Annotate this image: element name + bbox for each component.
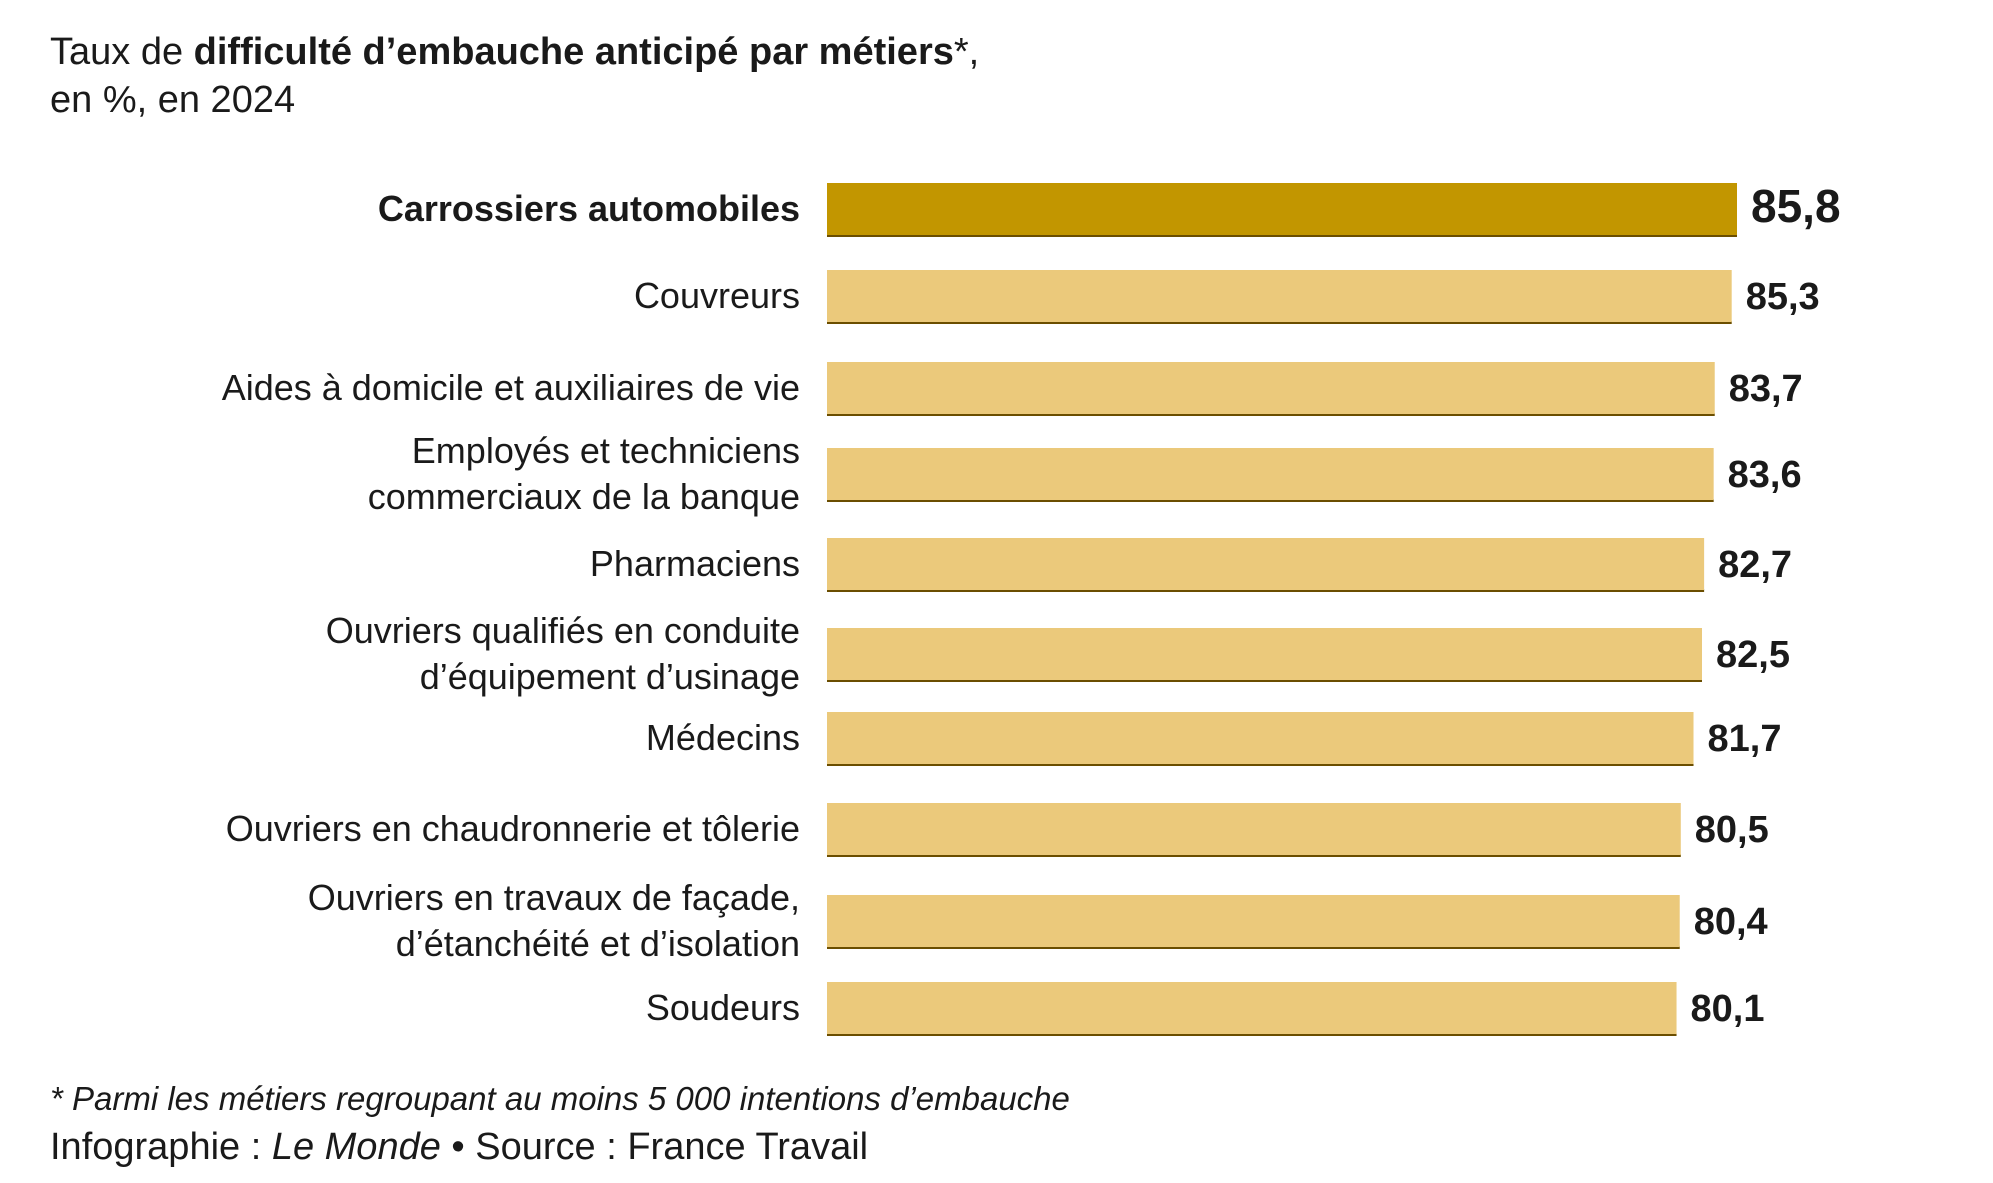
category-label: Pharmaciens	[590, 543, 800, 584]
bar-underline	[827, 589, 1705, 592]
credit-separator: •	[440, 1126, 476, 1168]
bar	[827, 448, 1714, 500]
bar-underline	[827, 321, 1732, 324]
title-suffix: *,	[953, 31, 980, 73]
footnote: * Parmi les métiers regroupant au moins …	[50, 1080, 1070, 1117]
bar	[827, 982, 1677, 1034]
category-label: Employés et techniciens	[412, 430, 800, 471]
category-label: Médecins	[646, 717, 800, 758]
bar	[827, 803, 1681, 855]
bar-underline	[827, 1033, 1677, 1036]
category-label: Soudeurs	[646, 987, 800, 1028]
category-label: Couvreurs	[634, 275, 800, 316]
value-label: 80,4	[1694, 901, 1768, 943]
category-label: Aides à domicile et auxiliaires de vie	[222, 367, 800, 408]
bar	[827, 362, 1715, 414]
credit-prefix: Infographie :	[50, 1126, 272, 1168]
bar-underline	[827, 854, 1681, 857]
value-label: 83,6	[1728, 454, 1802, 496]
category-label: Ouvriers en travaux de façade,	[308, 877, 800, 918]
title-bold: difficulté d’embauche anticipé par métie…	[193, 31, 954, 73]
bar-underline	[827, 679, 1702, 682]
category-label: Ouvriers qualifiés en conduite	[326, 610, 800, 651]
chart-title: Taux de difficulté d’embauche anticipé p…	[50, 28, 979, 76]
credit-source: Source : France Travail	[475, 1126, 869, 1168]
bar-underline	[827, 413, 1715, 416]
value-label: 80,1	[1691, 988, 1765, 1030]
bar	[827, 270, 1732, 322]
value-label: 80,5	[1695, 809, 1769, 851]
credit-line: Infographie : Le Monde • Source : France…	[50, 1126, 868, 1169]
category-label: Ouvriers en chaudronnerie et tôlerie	[226, 808, 800, 849]
chart-subtitle: en %, en 2024	[50, 79, 296, 121]
value-label: 81,7	[1708, 718, 1782, 760]
value-label: 85,3	[1746, 276, 1820, 318]
bar-underline	[827, 499, 1714, 502]
value-label: 85,8	[1751, 180, 1841, 232]
title-prefix: Taux de	[50, 31, 194, 73]
bar	[827, 628, 1702, 680]
bar	[827, 895, 1680, 947]
bar-underline	[827, 234, 1737, 237]
bar	[827, 183, 1737, 235]
value-label: 82,5	[1716, 634, 1790, 676]
category-label: commerciaux de la banque	[368, 476, 800, 517]
bar	[827, 712, 1694, 764]
category-label: d’étanchéité et d’isolation	[396, 923, 800, 964]
category-label: Carrossiers automobiles	[378, 188, 800, 229]
bar	[827, 538, 1705, 590]
credit-outlet: Le Monde	[271, 1126, 441, 1168]
value-label: 82,7	[1718, 544, 1792, 586]
value-label: 83,7	[1729, 368, 1803, 410]
bar-underline	[827, 946, 1680, 949]
category-label: d’équipement d’usinage	[420, 656, 800, 697]
bar-underline	[827, 763, 1694, 766]
